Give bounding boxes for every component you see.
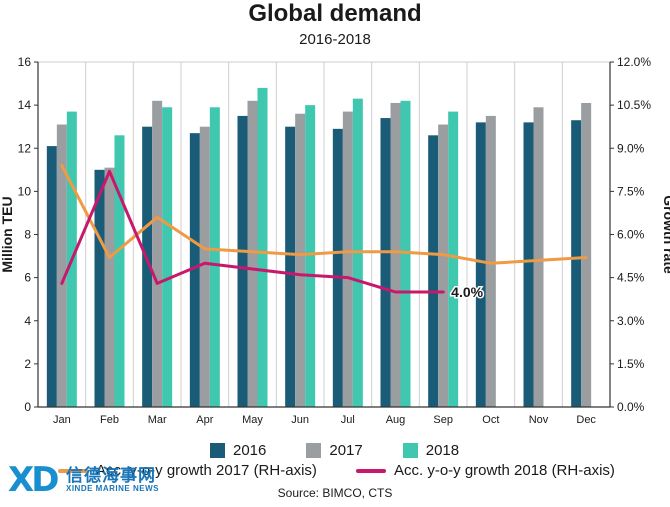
bar-2016-nov	[523, 122, 534, 407]
bar-2016-may	[237, 115, 248, 407]
legend-swatch-2018	[402, 443, 418, 458]
y2-tick-label: 1.5%	[617, 357, 645, 371]
chart-subtitle: 2016-2018	[299, 31, 371, 48]
y2-tick-label: 3.0%	[617, 314, 645, 328]
y2-tick-label: 9.0%	[617, 141, 645, 155]
bar-2016-mar	[142, 126, 153, 407]
growth-line-2017	[60, 164, 588, 265]
y2-tick-label: 12.0%	[617, 55, 651, 69]
x-tick-label: Nov	[529, 414, 549, 426]
x-tick-label: Apr	[196, 414, 213, 426]
x-tick-label: Mar	[148, 414, 167, 426]
bar-2017-jun	[295, 113, 306, 407]
x-tick-label: Jun	[291, 414, 309, 426]
y2-tick-label: 6.0%	[617, 228, 645, 242]
legend-bars: 2016 2017 2018	[210, 442, 459, 459]
y2-tick-label: 10.5%	[617, 98, 651, 112]
legend-swatch-2016	[210, 443, 225, 458]
chart-title: Global demand	[248, 0, 422, 27]
bar-2016-dec	[571, 120, 582, 407]
legend-swatch-growth-2018	[356, 468, 386, 473]
bar-2018-mar	[162, 107, 173, 407]
legend-label-growth-2018: Acc. y-o-y growth 2018 (RH-axis)	[394, 462, 615, 479]
growth-annotation: 4.0%	[451, 284, 483, 300]
bar-2018-feb	[114, 135, 125, 407]
y2-tick-label: 7.5%	[617, 184, 645, 198]
bar-2017-jan	[56, 124, 67, 407]
x-tick-label: Oct	[482, 414, 499, 426]
y2-axis-title: Growth rate	[661, 195, 670, 274]
y-tick-label: 6	[24, 271, 31, 285]
bar-2017-apr	[199, 126, 210, 407]
legend-label-2017: 2017	[329, 442, 363, 459]
combo-chart: 4.0% 0 2 4 6 8 10 12 14 16 0.0% 1.5% 3.0% 4.5% 6.0% 7.5…	[0, 55, 670, 426]
bar-2016-sep	[428, 135, 439, 407]
bar-2016-apr	[189, 133, 200, 407]
x-tick-label: Jul	[341, 414, 355, 426]
legend-label-2016: 2016	[233, 442, 267, 459]
watermark-mark: XD	[8, 460, 59, 500]
watermark-name-cn: 信德海事网	[66, 466, 156, 486]
legend-label-2018: 2018	[425, 442, 460, 459]
x-tick-label: Jan	[53, 414, 71, 426]
y-tick-label: 4	[24, 314, 31, 328]
growth-line-2018	[60, 169, 445, 294]
legend-growth-2018: Acc. y-o-y growth 2018 (RH-axis)	[356, 462, 615, 479]
legend-swatch-2017	[306, 443, 322, 458]
legend-label-growth-2017: Acc. y-o-y growth 2017 (RH-axis)	[96, 462, 317, 479]
x-tick-label: May	[242, 414, 263, 426]
watermark-logo: XD 信德海事网 XINDE MARINE NEWS	[8, 458, 188, 500]
y-tick-label: 2	[24, 357, 31, 371]
x-tick-label: Aug	[386, 414, 406, 426]
bar-2016-jan	[46, 146, 57, 407]
x-tick-label: Feb	[100, 414, 119, 426]
y2-tick-label: 4.5%	[617, 271, 645, 285]
x-tick-label: Sep	[433, 414, 453, 426]
y2-tick-label: 0.0%	[617, 400, 645, 414]
bar-2016-jun	[285, 126, 296, 407]
y-axis-title: Million TEU	[0, 196, 15, 272]
bar-2016-feb	[94, 169, 105, 407]
x-tick-label: Dec	[576, 414, 596, 426]
bar-2017-dec	[581, 102, 592, 407]
bar-2016-jul	[332, 128, 343, 407]
legend-swatch-growth-2017	[58, 468, 88, 473]
bar-2017-jul	[342, 111, 353, 407]
bar-2018-sep	[448, 111, 459, 407]
legend-growth-2017: Acc. y-o-y growth 2017 (RH-axis)	[58, 462, 317, 479]
y-tick-label: 0	[24, 400, 31, 414]
bar-2017-oct	[485, 115, 496, 407]
bar-2017-nov	[533, 107, 544, 407]
watermark-name-en: XINDE MARINE NEWS	[66, 484, 159, 493]
bar-2018-aug	[400, 100, 411, 407]
bar-2017-aug	[390, 102, 401, 407]
bar-2017-mar	[152, 100, 163, 407]
bar-2018-jun	[305, 105, 316, 407]
bar-2016-aug	[380, 118, 391, 407]
y-tick-label: 12	[18, 141, 32, 155]
bar-2016-oct	[475, 122, 486, 407]
bar-2017-sep	[438, 124, 449, 407]
y-tick-label: 8	[24, 228, 31, 242]
bar-2017-may	[247, 100, 258, 407]
bar-2018-apr	[209, 107, 220, 407]
y-tick-label: 14	[18, 98, 32, 112]
y-tick-label: 16	[18, 55, 32, 69]
source-note: Source: BIMCO, CTS	[277, 486, 393, 500]
bar-2018-may	[257, 87, 268, 407]
y-tick-label: 10	[18, 184, 32, 198]
bar-2017-feb	[104, 167, 115, 407]
